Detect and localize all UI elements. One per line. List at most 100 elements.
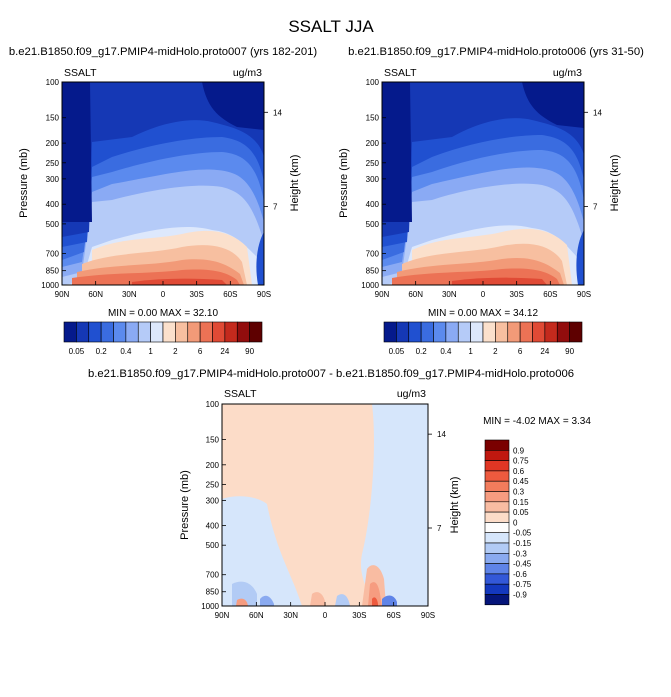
colorbar-swatch: [137, 321, 151, 343]
panel-difference: b.e21.B1850.f09_g17.PMIP4-midHolo.proto0…: [88, 368, 591, 620]
y-tick-label: 1000: [361, 281, 379, 290]
y-tick-label: 200: [206, 461, 220, 470]
colorbar-swatch: [519, 321, 533, 343]
panel-1-ylabel-right: Height (km): [289, 155, 301, 212]
height-tick-label: 7: [593, 203, 598, 212]
contour-band: [62, 82, 264, 222]
colorbar-swatch: [507, 321, 521, 343]
contour-band: [397, 404, 418, 442]
y-tick-label: 400: [366, 200, 380, 209]
x-tick-label: 60S: [543, 290, 557, 299]
diff-colorbar-swatch: [484, 449, 510, 461]
colorbar-swatch: [470, 321, 484, 343]
colorbar-swatch: [556, 321, 570, 343]
panel-3-ylabel-right: Height (km): [449, 477, 461, 534]
diff-colorbar-swatch: [484, 542, 510, 554]
panel-2-height-axis: 14 7: [584, 108, 602, 212]
diff-colorbar-swatch: [484, 511, 510, 523]
panel-proto007: b.e21.B1850.f09_g17.PMIP4-midHolo.proto0…: [9, 46, 318, 319]
colorbar-panel-1: 0.05 0.2 0.4 1 2 6 24 90: [63, 321, 263, 356]
contour-band: [335, 594, 350, 606]
x-tick-label: 30S: [510, 290, 524, 299]
colorbar-label: 0.2: [416, 347, 428, 356]
x-tick-label: 90S: [257, 290, 271, 299]
colorbar-swatch: [433, 321, 447, 343]
contour-band: [310, 592, 326, 606]
diff-colorbar-label: 0.9: [513, 446, 525, 455]
y-tick-label: 850: [206, 588, 220, 597]
contour-band: [368, 582, 382, 606]
panel-2-ylabel-right: Height (km): [609, 155, 621, 212]
diff-colorbar-swatch: [484, 439, 510, 451]
contour-band: [222, 496, 302, 606]
colorbar-label: 24: [220, 347, 229, 356]
diff-colorbar-label: -0.3: [513, 549, 527, 558]
diff-colorbar-label: 0.15: [513, 498, 529, 507]
panel-3-field-label: SSALT: [224, 388, 257, 400]
panel-3-units-label: ug/m3: [397, 388, 426, 400]
y-tick-label: 700: [206, 571, 220, 580]
y-tick-label: 250: [366, 159, 380, 168]
contour-band: [360, 404, 428, 606]
colorbar-label: 6: [518, 347, 523, 356]
colorbar-label: 1: [468, 347, 473, 356]
colorbar-swatch: [420, 321, 434, 343]
x-tick-label: 30N: [442, 290, 457, 299]
panel-3-x-axis: 90N 60N 30N 0 30S 60S 90S: [215, 602, 435, 620]
contour-band: [382, 82, 584, 222]
diff-colorbar-swatch: [484, 522, 510, 534]
colorbar-difference: 0.9 0.750.60.45 0.30.150.050 -0.05-0.15-0.3…: [484, 439, 532, 606]
y-tick-label: 700: [366, 250, 380, 259]
diff-colorbar-label: -0.9: [513, 591, 527, 600]
y-tick-label: 250: [46, 159, 60, 168]
y-tick-label: 200: [46, 139, 60, 148]
x-tick-label: 90N: [55, 290, 70, 299]
colorbar-label: 0.05: [389, 347, 405, 356]
colorbar-swatch: [63, 321, 77, 343]
colorbar-label: 0.4: [120, 347, 132, 356]
y-tick-label: 500: [206, 541, 220, 550]
x-tick-label: 90N: [375, 290, 390, 299]
x-tick-label: 30N: [283, 611, 298, 620]
panel-1-y-axis: 100 150 200 250 300 400 500 700 850 1000: [41, 78, 66, 290]
diff-colorbar-label: 0.75: [513, 457, 529, 466]
colorbar-swatch: [175, 321, 189, 343]
colorbar-swatch: [100, 321, 114, 343]
y-tick-label: 150: [206, 436, 220, 445]
diff-colorbar-swatch: [484, 532, 510, 544]
colorbar-swatch: [113, 321, 127, 343]
colorbar-swatch: [457, 321, 471, 343]
panel-3-contours: [222, 404, 428, 606]
colorbar-panel-2: 0.05 0.2 0.4 1 2 6 24 90: [383, 321, 583, 356]
panel-1-field-label: SSALT: [64, 67, 97, 79]
colorbar-label: 6: [198, 347, 203, 356]
colorbar-swatch: [532, 321, 546, 343]
panel-3-min-max: MIN = -4.02 MAX = 3.34: [483, 416, 591, 427]
y-tick-label: 400: [46, 200, 60, 209]
contour-band: [372, 597, 378, 606]
panel-3-y-axis: 100 150 200 250 300 400 500 700 850 1000: [201, 400, 226, 611]
diff-colorbar-label: 0.3: [513, 488, 525, 497]
colorbar-swatch: [396, 321, 410, 343]
y-tick-label: 100: [46, 78, 60, 87]
panel-3-case-title: b.e21.B1850.f09_g17.PMIP4-midHolo.proto0…: [88, 368, 574, 380]
colorbar-label: 1: [148, 347, 153, 356]
y-tick-label: 200: [366, 139, 380, 148]
x-tick-label: 90S: [421, 611, 435, 620]
y-tick-label: 300: [366, 175, 380, 184]
height-tick-label: 14: [273, 108, 282, 117]
panel-3-ylabel: Pressure (mb): [179, 470, 191, 540]
height-tick-label: 7: [437, 524, 442, 533]
x-tick-label: 60N: [88, 290, 103, 299]
y-tick-label: 150: [366, 114, 380, 123]
diff-colorbar-swatch: [484, 460, 510, 472]
contour-band: [132, 278, 227, 285]
diff-colorbar-swatch: [484, 583, 510, 595]
colorbar-swatch: [236, 321, 250, 343]
colorbar-label: 90: [245, 347, 254, 356]
diff-colorbar-label: -0.6: [513, 570, 527, 579]
contour-band: [260, 595, 274, 606]
x-tick-label: 30N: [122, 290, 137, 299]
panel-1-height-axis: 14 7: [264, 108, 282, 212]
diff-colorbar-label: 0.6: [513, 467, 525, 476]
